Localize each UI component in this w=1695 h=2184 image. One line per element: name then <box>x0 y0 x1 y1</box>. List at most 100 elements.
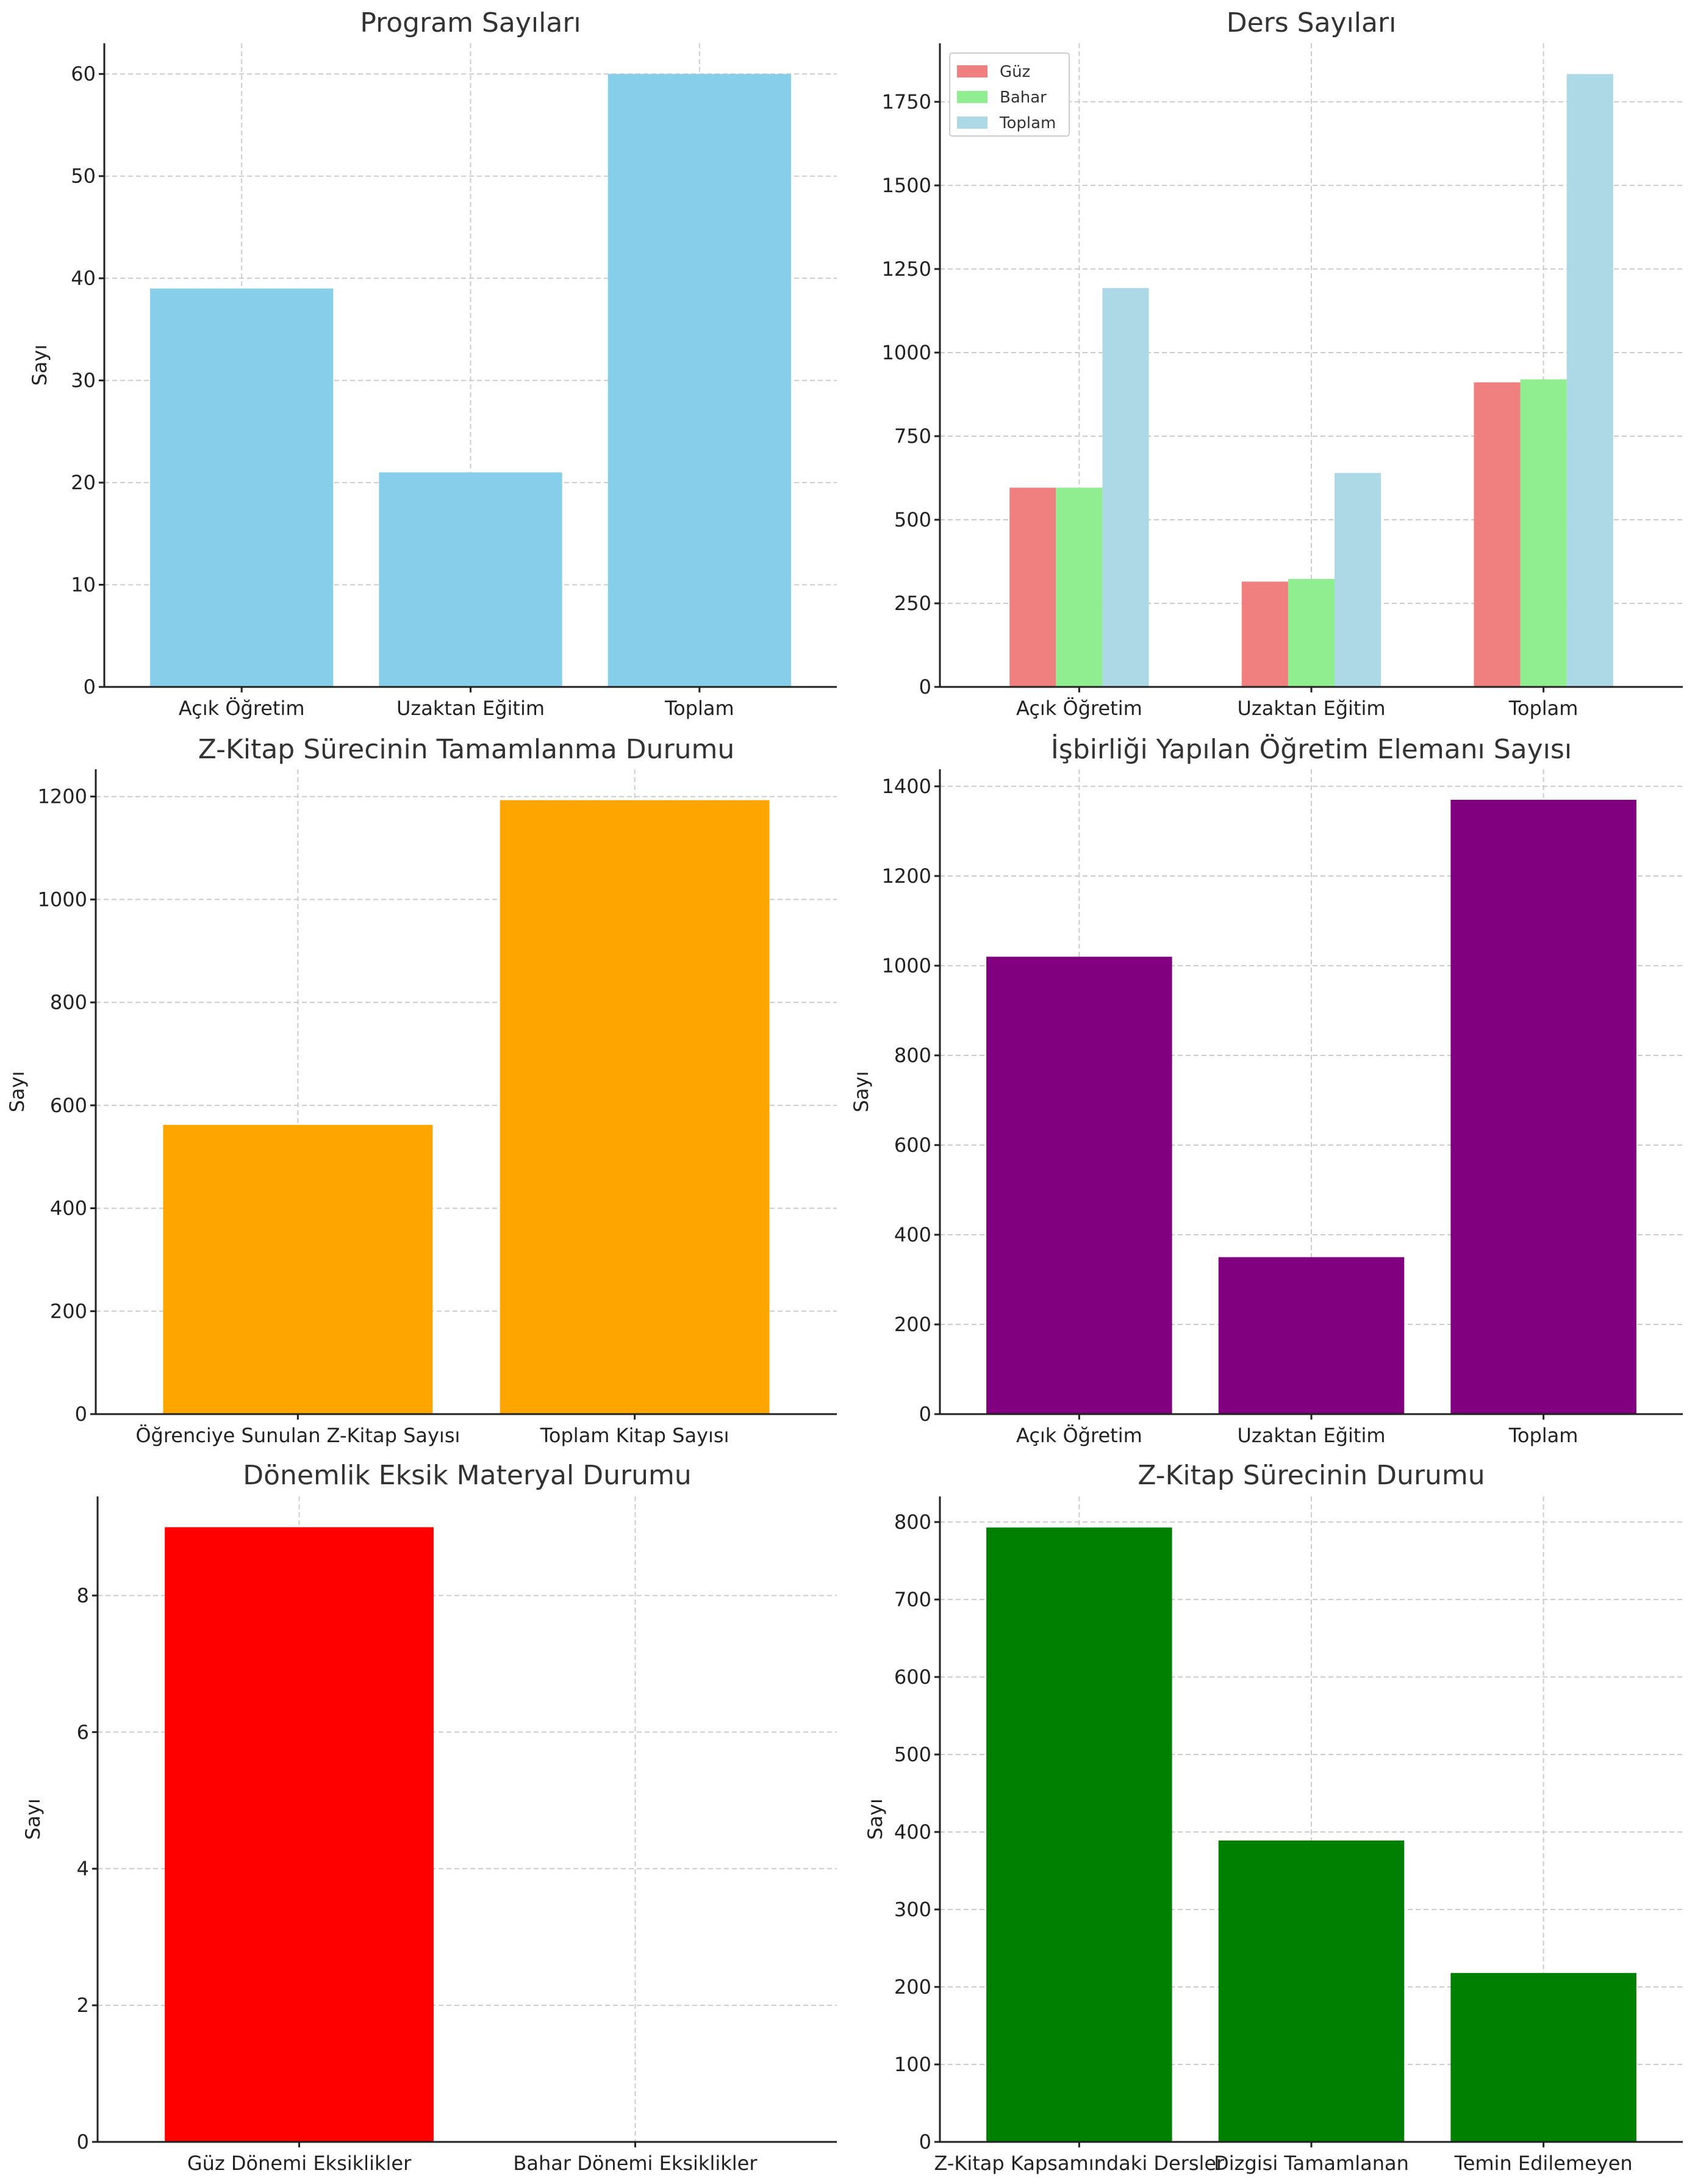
bar-1 <box>1218 1257 1405 1414</box>
y-tick-label: 600 <box>50 1094 87 1117</box>
y-tick-label: 0 <box>84 675 96 699</box>
y-tick-label: 200 <box>894 1313 931 1336</box>
bar-bahar-0 <box>1056 487 1103 687</box>
y-tick-label: 0 <box>919 675 931 699</box>
x-tick-label: Temin Edilemeyen <box>1454 2152 1633 2175</box>
y-tick-label: 100 <box>894 2053 931 2076</box>
y-tick-label: 20 <box>71 471 96 494</box>
y-axis-label: Sayı <box>5 1071 29 1113</box>
x-tick-label: Bahar Dönemi Eksiklikler <box>513 2152 758 2175</box>
x-tick-label: Öğrenciye Sunulan Z-Kitap Sayısı <box>135 1424 460 1447</box>
chart-program: 0 10 20 30 40 50 60 Açık Öğretim Uzaktan Eğitim T… <box>28 7 837 720</box>
x-tick-label: Açık Öğretim <box>1016 1424 1142 1447</box>
bar-0 <box>150 288 334 687</box>
bar-güz-2 <box>1474 382 1521 687</box>
x-tick-label: Toplam Kitap Sayısı <box>540 1424 729 1447</box>
bar-1 <box>1218 1840 1405 2142</box>
legend: Güz Bahar Toplam <box>949 52 1070 137</box>
x-tick-label: Uzaktan Eğitim <box>1238 697 1386 720</box>
bar-toplam-2 <box>1566 74 1613 687</box>
legend-label: Bahar <box>1000 88 1047 107</box>
bar-2 <box>1450 1973 1636 2142</box>
x-tick-label: Toplam <box>1508 697 1579 720</box>
y-tick-label: 600 <box>894 1665 931 1689</box>
y-tick-label: 800 <box>894 1044 931 1067</box>
bar-bahar-1 <box>1288 578 1335 687</box>
bar-1 <box>379 472 562 687</box>
y-axis-label: Sayı <box>21 1798 45 1840</box>
x-tick-label: Açık Öğretim <box>1016 697 1142 720</box>
y-axis-label: Sayı <box>28 345 51 386</box>
y-tick-label: 50 <box>71 165 96 188</box>
y-tick-label: 0 <box>919 2130 931 2153</box>
bar-2 <box>1450 799 1636 1414</box>
y-tick-label: 30 <box>71 369 96 392</box>
bar-güz-0 <box>1009 487 1056 687</box>
x-tick-label: Uzaktan Eğitim <box>1238 1424 1386 1447</box>
y-axis-label: Sayı <box>864 1798 887 1840</box>
y-tick-label: 600 <box>894 1133 931 1157</box>
y-tick-label: 6 <box>77 1720 89 1744</box>
chart-ders: 0 250 500 750 1000 1250 1500 1750 Açık Öğretim Uz… <box>882 7 1683 720</box>
bar-güz-1 <box>1241 581 1288 687</box>
x-tick-label: Açık Öğretim <box>179 697 305 720</box>
y-tick-label: 1750 <box>882 90 931 113</box>
chart-title: Z-Kitap Sürecinin Durumu <box>1138 1460 1485 1491</box>
legend-swatch-güz <box>957 65 987 77</box>
bar-toplam-0 <box>1102 288 1149 687</box>
y-tick-label: 10 <box>71 573 96 597</box>
y-tick-label: 400 <box>894 1223 931 1246</box>
y-tick-label: 800 <box>894 1510 931 1534</box>
y-tick-label: 0 <box>77 2130 89 2153</box>
legend-label: Güz <box>1000 63 1030 81</box>
chart-title: Program Sayıları <box>360 7 581 38</box>
x-tick-label: Z-Kitap Kapsamındaki Dersler <box>934 2152 1225 2175</box>
y-tick-label: 0 <box>75 1403 87 1426</box>
chart-title: Z-Kitap Sürecinin Tamamlanma Durumu <box>198 734 734 765</box>
bar-bahar-2 <box>1520 379 1567 687</box>
y-tick-label: 1200 <box>882 864 931 888</box>
y-tick-label: 200 <box>894 1975 931 1999</box>
y-tick-label: 1400 <box>882 775 931 798</box>
x-tick-label: Toplam <box>1508 1424 1579 1447</box>
y-tick-label: 250 <box>894 592 931 615</box>
y-tick-label: 8 <box>77 1584 89 1607</box>
y-tick-label: 1250 <box>882 257 931 281</box>
chart-zkitap-durum: 0 100 200 300 400 500 600 700 800 Z-Kitap Kapsamı… <box>864 1460 1683 2175</box>
bar-2 <box>607 74 791 687</box>
x-tick-label: Dizgisi Tamamlanan <box>1214 2152 1409 2175</box>
chart-title: Dönemlik Eksik Materyal Durumu <box>243 1460 691 1491</box>
chart-eksik-materyal: 0 2 4 6 8 Güz Dönemi Eksiklikler Bahar Dönemi … <box>21 1460 837 2175</box>
y-tick-label: 1000 <box>882 341 931 364</box>
y-tick-label: 60 <box>71 62 96 85</box>
chart-title: Ders Sayıları <box>1227 7 1397 38</box>
y-tick-label: 700 <box>894 1588 931 1611</box>
y-tick-label: 40 <box>71 267 96 290</box>
chart-zkitap-tamamlanma: 0 200 400 600 800 1000 1200 Öğrenciye Sunulan Z… <box>5 734 837 1447</box>
x-tick-label: Toplam <box>664 697 734 720</box>
y-tick-label: 4 <box>77 1857 89 1880</box>
y-tick-label: 750 <box>894 425 931 448</box>
bar-toplam-1 <box>1335 473 1381 687</box>
y-tick-label: 300 <box>894 1898 931 1921</box>
x-tick-label: Güz Dönemi Eksiklikler <box>187 2152 412 2175</box>
legend-swatch-bahar <box>957 91 987 103</box>
legend-label: Toplam <box>999 114 1056 132</box>
y-tick-label: 1000 <box>882 954 931 977</box>
y-tick-label: 500 <box>894 1743 931 1766</box>
y-tick-label: 1200 <box>38 785 87 808</box>
y-tick-label: 200 <box>50 1299 87 1323</box>
y-axis-label: Sayı <box>850 1071 873 1113</box>
chart-isbirligi: 0 200 400 600 800 1000 1200 1400 Açık Öğretim Uza… <box>850 733 1683 1447</box>
bar-0 <box>163 1124 433 1414</box>
y-tick-label: 2 <box>77 1994 89 2017</box>
y-tick-label: 1500 <box>882 174 931 197</box>
y-tick-label: 800 <box>50 991 87 1014</box>
y-tick-label: 0 <box>919 1403 931 1426</box>
y-tick-label: 400 <box>894 1820 931 1844</box>
bar-0 <box>986 957 1172 1414</box>
chart-title: İşbirliği Yapılan Öğretim Elemanı Sayısı <box>1051 733 1572 765</box>
bar-0 <box>986 1527 1172 2142</box>
legend-swatch-toplam <box>957 117 987 129</box>
bar-0 <box>165 1527 434 2142</box>
